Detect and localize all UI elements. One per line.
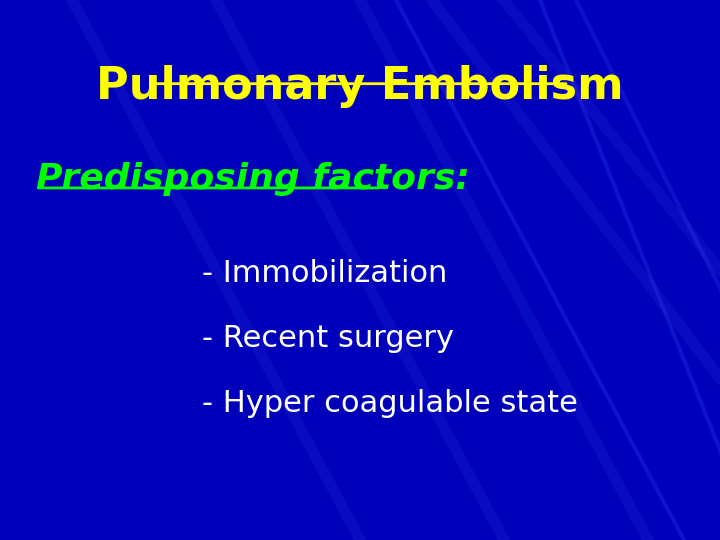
Text: - Hyper coagulable state: - Hyper coagulable state — [202, 389, 577, 418]
Text: Predisposing factors:: Predisposing factors: — [36, 162, 470, 196]
Text: - Recent surgery: - Recent surgery — [202, 324, 454, 353]
Text: Pulmonary Embolism: Pulmonary Embolism — [96, 65, 624, 108]
Text: - Immobilization: - Immobilization — [202, 259, 447, 288]
